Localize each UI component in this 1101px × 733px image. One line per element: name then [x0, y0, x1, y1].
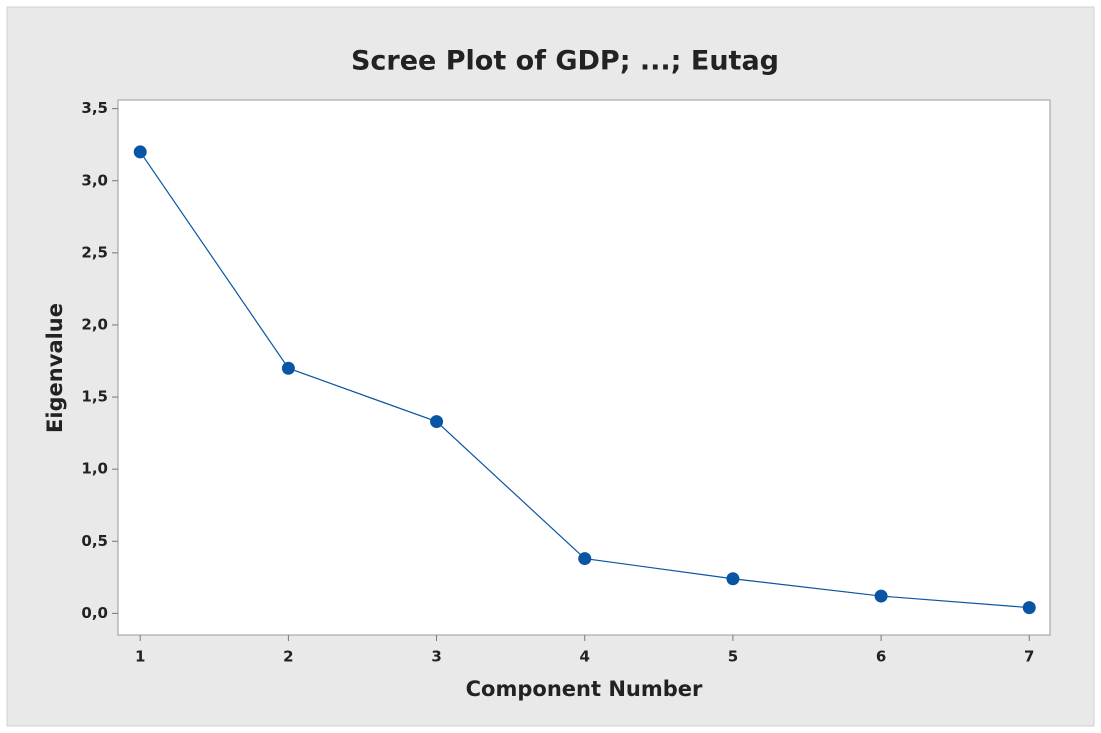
y-tick-label: 3,0 [81, 171, 108, 189]
x-tick-label: 4 [580, 648, 590, 666]
data-point [726, 572, 740, 586]
plot-area [117, 99, 1051, 636]
y-tick-label: 1,0 [81, 460, 108, 478]
data-point [281, 361, 295, 375]
x-tick-label: 3 [431, 648, 441, 666]
data-point [430, 415, 444, 429]
x-tick-label: 1 [135, 648, 145, 666]
x-tick-label: 6 [876, 648, 886, 666]
y-tick-label: 3,5 [81, 99, 108, 117]
chart-title: Scree Plot of GDP; ...; Eutag [351, 46, 779, 77]
y-tick-label: 2,5 [81, 243, 108, 261]
x-tick-label: 2 [283, 648, 293, 666]
y-tick-label: 0,0 [81, 604, 108, 622]
x-tick-label: 5 [728, 648, 738, 666]
data-point [133, 145, 147, 159]
y-tick-label: 2,0 [81, 315, 108, 333]
y-tick-label: 1,5 [81, 388, 108, 406]
y-axis-label: Eigenvalue [43, 303, 67, 433]
y-tick-label: 0,5 [81, 532, 108, 550]
x-axis-label: Component Number [466, 677, 703, 701]
data-point [874, 589, 888, 603]
data-point [1022, 601, 1036, 615]
data-point [578, 552, 592, 566]
x-tick-label: 7 [1024, 648, 1034, 666]
